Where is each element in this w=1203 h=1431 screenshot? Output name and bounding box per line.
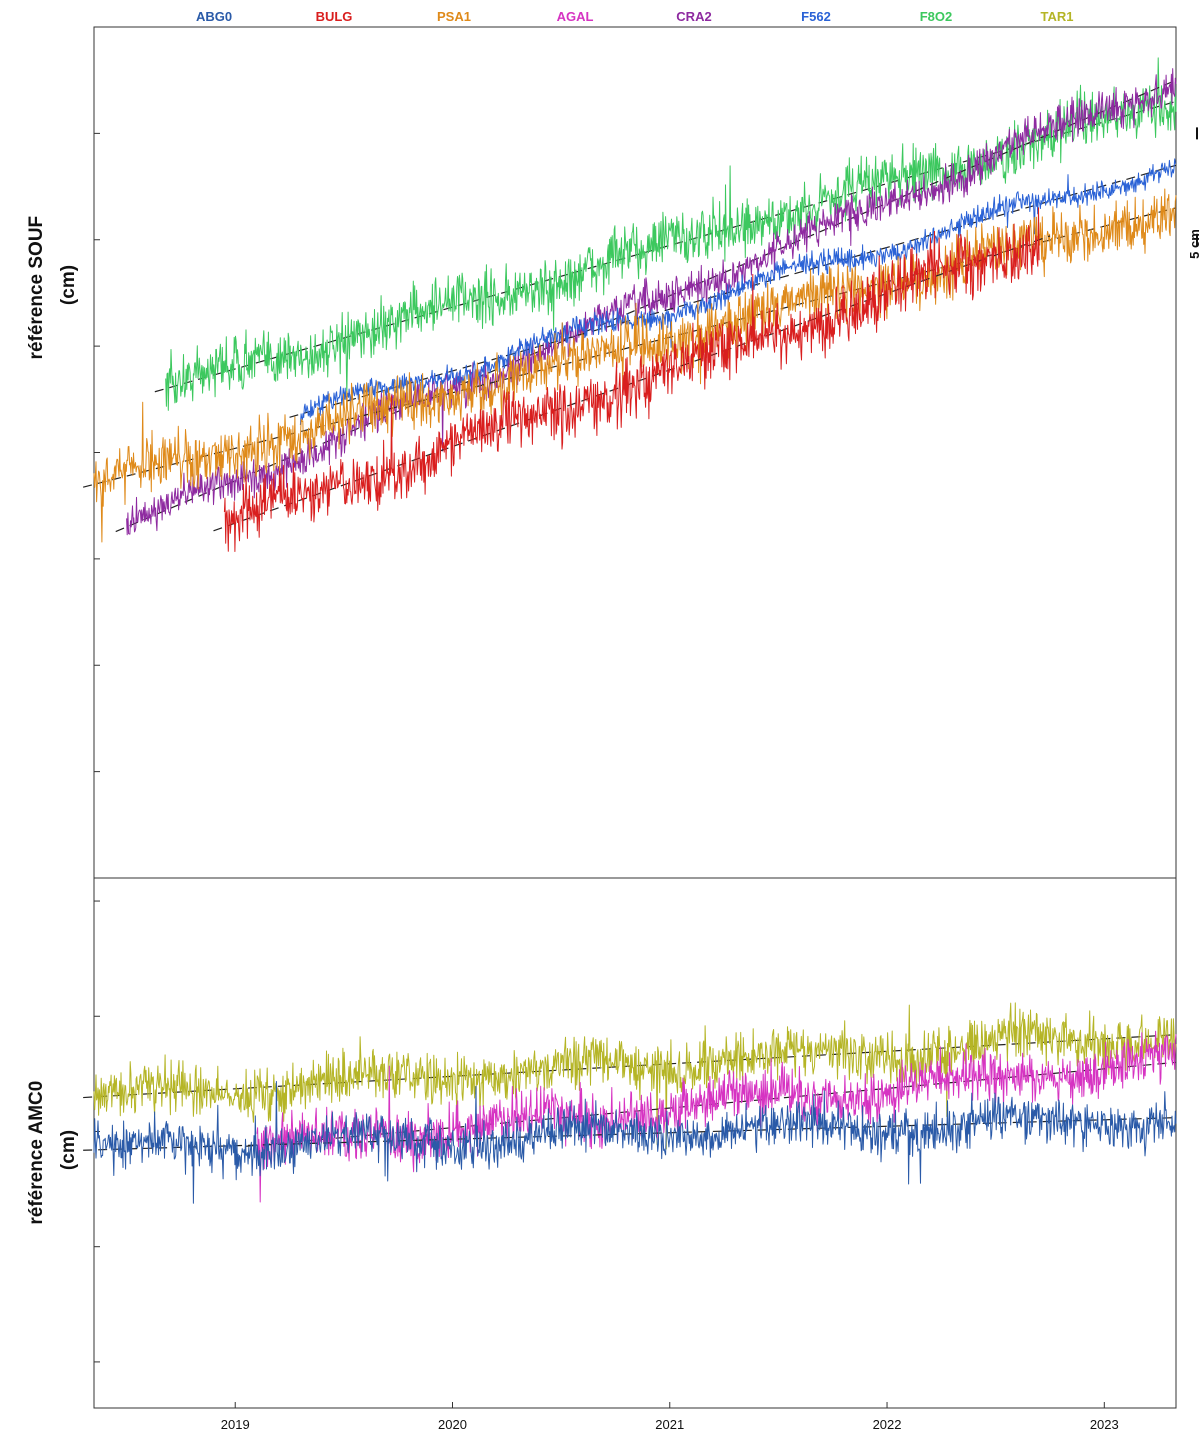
series-line-f562: [299, 158, 1176, 426]
legend-item-agal: AGAL: [557, 9, 594, 24]
series-line-psa1: [93, 188, 1177, 543]
legend-item-abg0: ABG0: [196, 9, 232, 24]
legend-item-f562: F562: [801, 9, 831, 24]
bottom-panel: référence AMC0 (cm): [26, 877, 1177, 1409]
series-line-abg0: [93, 1081, 1177, 1204]
series-line-bulg: [223, 207, 1040, 552]
legend-item-cra2: CRA2: [676, 9, 711, 24]
x-axis: 2019 2020 2021 2022 2023: [221, 1402, 1119, 1431]
legend-item-f8o2: F8O2: [920, 9, 953, 24]
scale-bar: 5 cm: [1187, 127, 1202, 259]
legend-item-tar1: TAR1: [1041, 9, 1074, 24]
x-tick-label: 2021: [655, 1417, 684, 1431]
series-abg0: [83, 1081, 1177, 1204]
legend-item-bulg: BULG: [316, 9, 353, 24]
legend: ABG0 BULG PSA1 AGAL CRA2 F562 F8O2 TAR1: [196, 9, 1074, 24]
series-cra2: [115, 68, 1177, 536]
series-line-cra2: [126, 68, 1177, 536]
x-tick-label: 2023: [1090, 1417, 1119, 1431]
series-line-f8o2: [165, 57, 1177, 411]
series-f8o2: [154, 57, 1177, 411]
series-bulg: [213, 207, 1051, 552]
series-psa1: [82, 188, 1177, 543]
trend-line-f8o2: [154, 100, 1177, 393]
series-line-agal: [256, 1030, 1177, 1203]
legend-item-psa1: PSA1: [437, 9, 471, 24]
series-f562: [289, 158, 1177, 426]
x-tick-label: 2019: [221, 1417, 250, 1431]
scale-bar-label: 5 cm: [1187, 229, 1202, 259]
series-tar1: [83, 1002, 1177, 1150]
x-tick-label: 2020: [438, 1417, 467, 1431]
top-panel-ylabel: référence SOUF (cm): [26, 211, 79, 360]
bottom-panel-ylabel: référence AMC0 (cm): [26, 1075, 79, 1224]
trend-line-psa1: [82, 207, 1177, 488]
top-panel: référence SOUF (cm): [26, 26, 1177, 879]
trend-line-tar1: [83, 1034, 1177, 1099]
x-tick-label: 2022: [873, 1417, 902, 1431]
trend-line-f562: [289, 164, 1177, 418]
series-line-tar1: [93, 1002, 1177, 1150]
